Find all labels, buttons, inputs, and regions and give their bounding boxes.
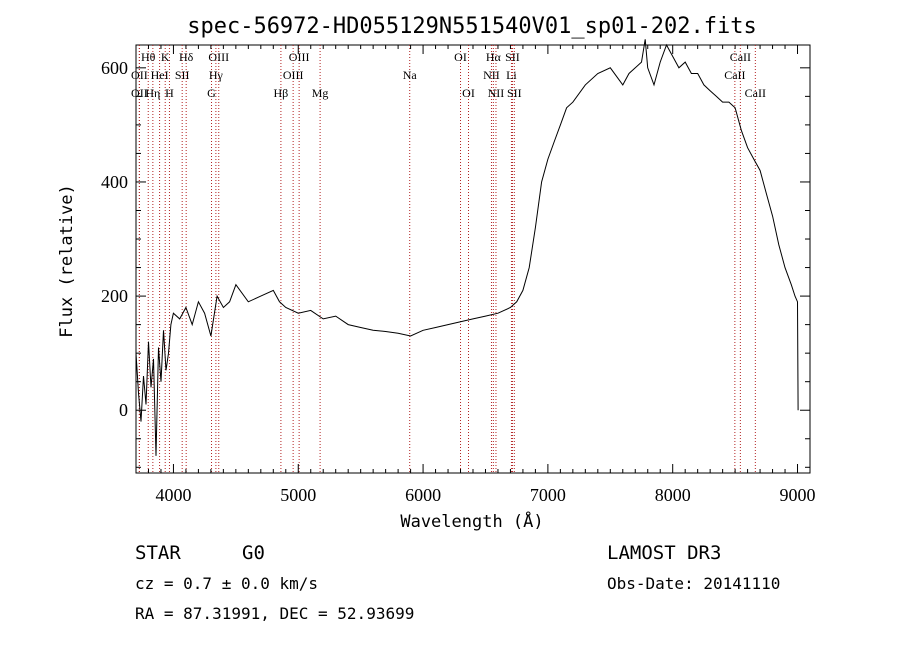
spectral-line-label: SII: [505, 50, 520, 64]
spectral-line-label: NII: [483, 68, 500, 82]
spectrum-line: [135, 39, 799, 456]
spectral-line-label: HeI: [151, 68, 169, 82]
spectral-line-label: OIII: [208, 50, 229, 64]
spectral-line-label: H: [165, 86, 174, 100]
spectral-line-label: SII: [507, 86, 522, 100]
spectral-line-label: SII: [175, 68, 190, 82]
object-class: STAR: [135, 542, 181, 564]
spectral-line-label: NII: [488, 86, 505, 100]
y-tick-label: 400: [101, 172, 128, 192]
y-tick-label: 0: [119, 400, 128, 420]
spectral-line-label: Hγ: [209, 68, 224, 82]
x-axis-ticks: 4000 5000 6000 7000 8000 9000: [135, 45, 816, 505]
spectral-line-label: Na: [403, 68, 418, 82]
spectral-line-label: Hα: [486, 50, 502, 64]
x-tick-label: 6000: [405, 485, 441, 505]
spectral-line-label: OIII: [289, 50, 310, 64]
redshift-value: cz = 0.7 ± 0.0 km/s: [135, 574, 318, 593]
y-tick-label: 200: [101, 286, 128, 306]
spectral-line-label: Hδ: [179, 50, 194, 64]
spectrum-series: [135, 39, 799, 456]
spectral-line-label: OII: [131, 86, 148, 100]
spectral-line-label: Mg: [312, 86, 329, 100]
x-axis-label: Wavelength (Å): [400, 510, 543, 532]
spectral-line-label: Li: [506, 68, 517, 82]
y-tick-label: 600: [101, 58, 128, 78]
plot-frame: [135, 44, 811, 474]
spectral-line-label: K: [161, 50, 170, 64]
spectral-line-label: OI: [454, 50, 467, 64]
survey-name: LAMOST DR3: [607, 542, 721, 564]
spectral-line-label: CaII: [724, 68, 745, 82]
x-tick-label: 5000: [280, 485, 316, 505]
spectral-line-markers: [138, 45, 756, 473]
spectral-line-label: CaII: [730, 50, 751, 64]
y-axis-label: Flux (relative): [57, 184, 77, 338]
spectral-line-label: OI: [462, 86, 475, 100]
spectral-line-label: OII: [131, 68, 148, 82]
spectral-line-label: G: [207, 86, 216, 100]
spectral-line-label: Hθ: [141, 50, 156, 64]
spectral-line-label: OIII: [283, 68, 304, 82]
spectral-line-label: Hβ: [274, 86, 289, 100]
coordinates: RA = 87.31991, DEC = 52.93699: [135, 604, 414, 623]
chart-title: spec-56972-HD055129N551540V01_sp01-202.f…: [187, 14, 757, 39]
subclass: G0: [242, 542, 265, 564]
spectral-line-label: Hη: [145, 86, 160, 100]
x-tick-label: 8000: [655, 485, 691, 505]
x-tick-label: 9000: [780, 485, 816, 505]
x-tick-label: 4000: [155, 485, 191, 505]
obs-date: Obs-Date: 20141110: [607, 574, 780, 593]
x-tick-label: 7000: [530, 485, 566, 505]
spectral-line-label: CaII: [745, 86, 766, 100]
y-axis-ticks: 0 200 400 600: [101, 58, 810, 468]
